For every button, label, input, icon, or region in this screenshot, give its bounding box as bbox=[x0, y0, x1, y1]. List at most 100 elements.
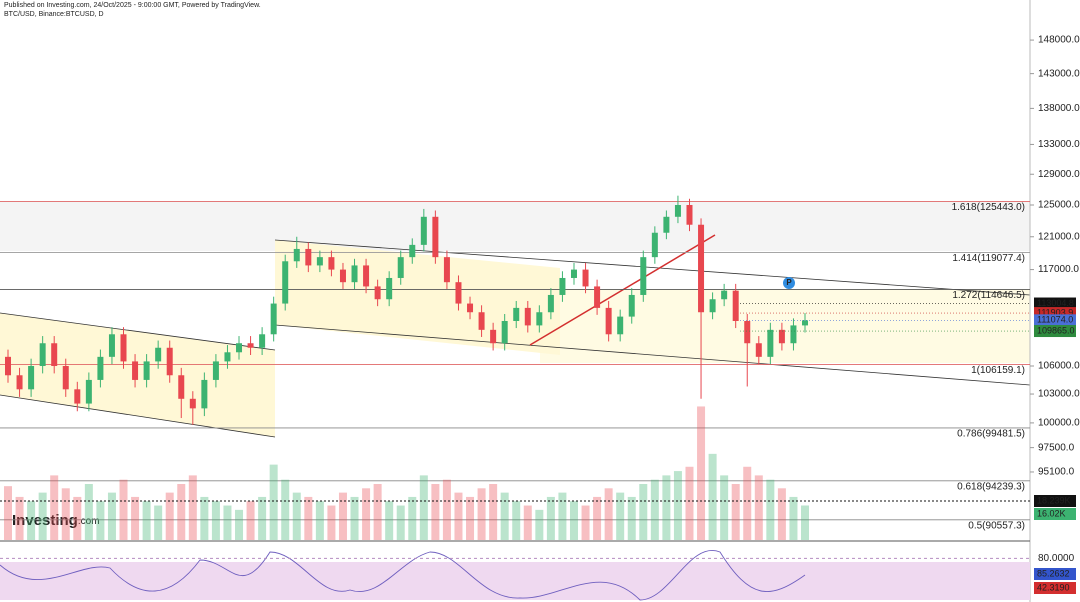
volume-bar bbox=[766, 479, 775, 540]
candle-body bbox=[478, 312, 485, 330]
volume-bar bbox=[373, 484, 382, 540]
volume-bar bbox=[546, 496, 555, 540]
candle-body bbox=[97, 356, 104, 380]
candle-body bbox=[732, 290, 739, 321]
y-tick-label: 138000.0 bbox=[1038, 103, 1080, 114]
volume-bar bbox=[720, 475, 729, 540]
volume-bar bbox=[61, 488, 70, 540]
candle-body bbox=[282, 261, 289, 304]
y-tick-label: 133000.0 bbox=[1038, 139, 1080, 150]
candle-body bbox=[351, 265, 358, 283]
volume-bar bbox=[419, 475, 428, 540]
candle-body bbox=[570, 269, 577, 278]
volume-bar bbox=[362, 488, 371, 540]
candle-body bbox=[420, 216, 427, 245]
candle-body bbox=[259, 334, 266, 348]
volume-bar bbox=[258, 496, 267, 540]
volume-bar bbox=[708, 453, 717, 540]
y-tick-label: 103000.0 bbox=[1038, 389, 1080, 400]
y-tick-label: 148000.0 bbox=[1038, 35, 1080, 46]
upper-zone bbox=[0, 201, 1030, 251]
candle-body bbox=[28, 366, 35, 390]
volume-bar bbox=[38, 492, 47, 540]
volume-bar bbox=[777, 488, 786, 540]
volume-bar bbox=[27, 501, 36, 540]
candle-body bbox=[189, 398, 196, 409]
volume-bar bbox=[535, 509, 544, 540]
candle-body bbox=[594, 286, 601, 308]
candle-body bbox=[524, 307, 531, 326]
volume-bar bbox=[107, 492, 116, 540]
candle-body bbox=[490, 329, 497, 344]
y-tick-label: 117000.0 bbox=[1038, 264, 1079, 275]
y-tick-label: 125000.0 bbox=[1038, 200, 1080, 211]
candle-body bbox=[247, 343, 254, 348]
volume-bar bbox=[142, 501, 151, 540]
y-tick-label: 129000.0 bbox=[1038, 169, 1080, 180]
candle-body bbox=[686, 205, 693, 225]
volume-bar bbox=[754, 475, 763, 540]
stoch-badge-bg bbox=[1034, 568, 1076, 580]
candle-body bbox=[409, 244, 416, 258]
fib-label: 1.618(125443.0) bbox=[952, 202, 1025, 213]
stoch-badge: 85.2632 bbox=[1037, 568, 1070, 578]
candle-body bbox=[663, 216, 670, 233]
candle-body bbox=[16, 375, 23, 390]
candle-body bbox=[85, 379, 92, 404]
volume-bar bbox=[801, 505, 809, 540]
volume-bar bbox=[211, 501, 220, 540]
fib-label: 0.5(90557.3) bbox=[968, 520, 1025, 531]
volume-bar bbox=[396, 505, 405, 540]
volume-bar bbox=[315, 501, 324, 540]
volume-bar bbox=[84, 484, 93, 540]
volume-bar bbox=[223, 505, 232, 540]
stoch-badge: 42.3190 bbox=[1037, 582, 1070, 592]
stoch-tick-label: 80.0000 bbox=[1038, 553, 1075, 564]
candle-body bbox=[166, 347, 173, 376]
logo-suffix: .com bbox=[78, 516, 100, 527]
volume-bar bbox=[477, 488, 486, 540]
volume-bar bbox=[50, 475, 59, 540]
candle-body bbox=[236, 343, 243, 353]
volume-bar bbox=[697, 406, 706, 540]
y-tick-label: 121000.0 bbox=[1038, 231, 1080, 242]
price-badge: 113004.8 bbox=[1037, 298, 1074, 308]
candle-body bbox=[39, 343, 46, 367]
logo: Investing.com bbox=[12, 512, 100, 529]
volume-bar bbox=[188, 475, 197, 540]
volume-bar bbox=[96, 501, 105, 540]
stoch-decoration bbox=[0, 549, 806, 601]
channel-line bbox=[274, 239, 1031, 296]
candle-body bbox=[178, 375, 185, 399]
candle-body bbox=[744, 320, 751, 344]
candle-body bbox=[108, 334, 115, 357]
marker-dot bbox=[783, 277, 795, 289]
channel-line bbox=[274, 324, 1031, 386]
y-tick-label: 100000.0 bbox=[1038, 418, 1080, 429]
volume-bar bbox=[581, 505, 590, 540]
volume-badge-bg bbox=[1034, 508, 1076, 520]
y-tick-label: 95100.0 bbox=[1038, 467, 1075, 478]
volume-badge: 18.239K bbox=[1037, 495, 1071, 505]
volume-badge: 16.02K bbox=[1037, 508, 1066, 518]
candle-body bbox=[617, 316, 624, 335]
stoch-band bbox=[0, 562, 1030, 600]
marker-label: P bbox=[786, 278, 792, 287]
candle-body bbox=[513, 307, 520, 321]
candle-body bbox=[559, 277, 566, 295]
volume-bar bbox=[269, 464, 278, 540]
volume-bar bbox=[385, 501, 394, 540]
candle-body bbox=[709, 299, 716, 313]
candle-body bbox=[305, 248, 312, 266]
channel-line bbox=[0, 394, 276, 438]
volume-bar bbox=[489, 484, 498, 540]
volume-bar bbox=[662, 475, 671, 540]
candle-body bbox=[802, 320, 808, 326]
candle-body bbox=[51, 343, 58, 367]
volume-bar bbox=[604, 488, 613, 540]
volume-bar bbox=[119, 479, 128, 540]
candle-body bbox=[143, 361, 150, 380]
candle-body bbox=[455, 282, 462, 304]
volume-bar bbox=[431, 484, 440, 540]
candle-body bbox=[5, 356, 11, 376]
